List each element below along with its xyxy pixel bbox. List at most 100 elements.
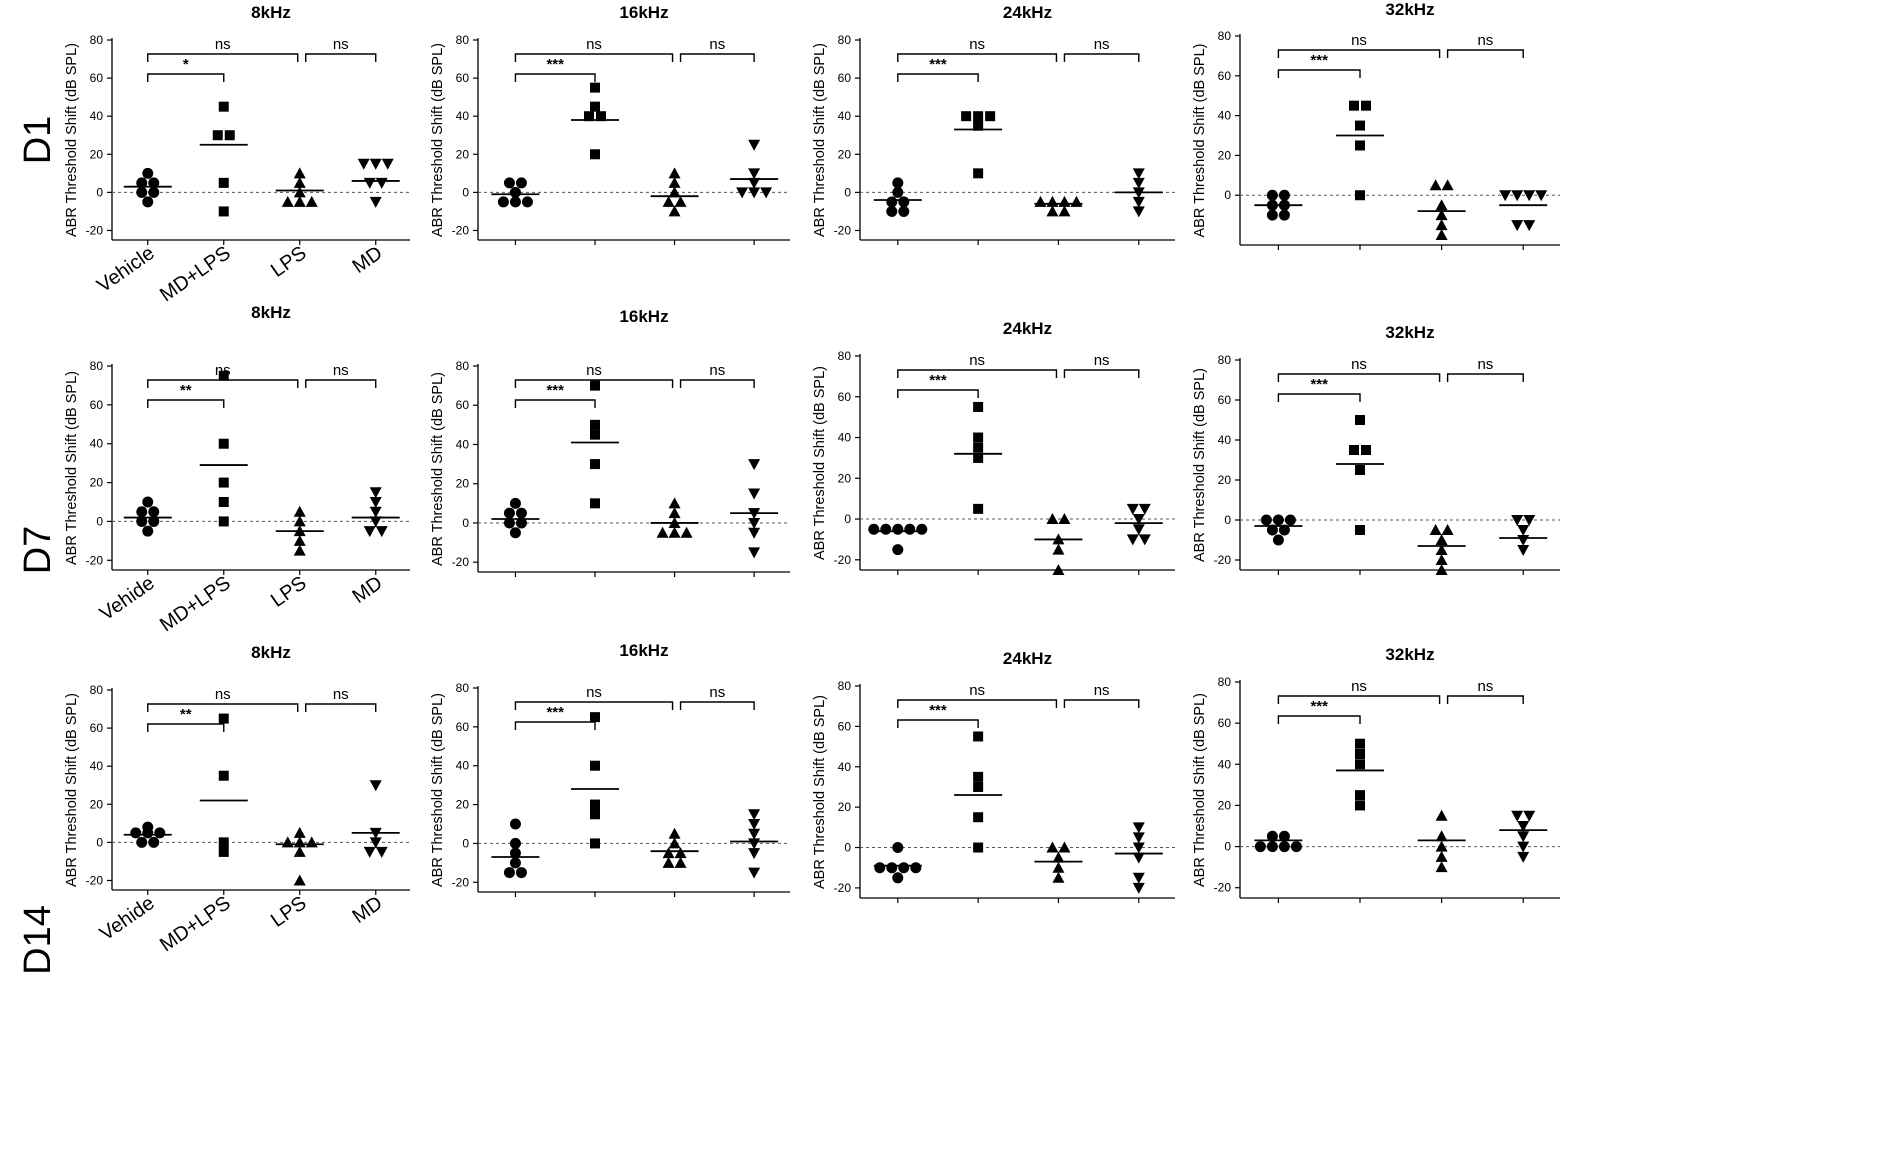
data-point xyxy=(1429,524,1442,535)
significance-label: ns xyxy=(215,362,231,379)
data-point xyxy=(369,837,382,849)
panel-d7-8khz: 8kHz -20 0 20 40 60 80 ABR Threshold Shift (dB … xyxy=(64,303,410,636)
data-point xyxy=(1126,534,1139,546)
panel-d7-32khz: 32kHz -20 0 20 40 60 80 ABR Threshold Shift (dB… xyxy=(1192,323,1560,575)
data-point xyxy=(375,177,388,189)
y-tick-label: -20 xyxy=(1214,553,1232,567)
series-md+lps xyxy=(1336,738,1384,811)
data-point xyxy=(916,523,928,535)
data-point xyxy=(293,176,306,188)
significance-bracket xyxy=(1063,53,1140,62)
data-point xyxy=(509,497,521,509)
y-tick-label: -20 xyxy=(834,223,852,237)
data-point xyxy=(1517,841,1530,853)
series-md xyxy=(730,139,779,199)
data-point xyxy=(898,205,910,217)
panel-title: 16kHz xyxy=(619,641,668,660)
panel-d1-16khz: 16kHz -20 0 20 40 60 80 ABR Threshold Shift (dB… xyxy=(430,3,790,245)
x-category-label: LPS xyxy=(267,572,311,612)
data-point xyxy=(973,731,984,742)
y-tick-label: 20 xyxy=(90,797,104,811)
panel-d1-32khz: 32kHz 0 20 40 60 80 ABR Threshold Shift (dB SP… xyxy=(1192,0,1560,250)
y-tick-label: 80 xyxy=(456,33,470,47)
panel-title: 16kHz xyxy=(619,307,668,326)
significance-bracket xyxy=(305,53,377,62)
y-tick-label: 80 xyxy=(838,679,852,693)
significance-bracket xyxy=(679,701,755,710)
panel-d14-8khz: 8kHz -20 0 20 40 60 80 ABR Threshold Shift (dB … xyxy=(64,643,410,956)
y-tick-label: 0 xyxy=(844,841,851,855)
data-point xyxy=(281,195,294,207)
data-point xyxy=(1535,190,1548,202)
data-point xyxy=(148,515,160,527)
significance-bracket xyxy=(897,719,979,728)
data-point xyxy=(1132,832,1145,844)
data-point xyxy=(1284,514,1296,526)
data-point xyxy=(973,168,984,179)
series-md xyxy=(1114,503,1163,546)
significance-label: *** xyxy=(1310,376,1328,393)
y-tick-label: 80 xyxy=(456,359,470,373)
series-md xyxy=(1114,822,1163,894)
data-point xyxy=(656,526,669,538)
data-point xyxy=(218,516,229,527)
data-point xyxy=(1132,196,1145,208)
significance-label: *** xyxy=(1310,698,1328,715)
series-md xyxy=(1114,168,1163,218)
y-tick-label: 40 xyxy=(456,759,470,773)
data-point xyxy=(375,526,388,538)
data-point xyxy=(1058,195,1071,207)
panel-d7-24khz: 24kHz -20 0 20 40 60 80 ABR Threshold Shift (dB… xyxy=(812,319,1175,575)
data-point xyxy=(1046,841,1059,853)
significance-label: ns xyxy=(586,684,602,701)
significance-bracket xyxy=(147,399,225,408)
significance-label: ns xyxy=(1094,36,1110,53)
data-point xyxy=(509,837,521,849)
data-point xyxy=(1435,554,1448,565)
significance-bracket xyxy=(514,721,596,730)
data-point xyxy=(218,846,229,857)
significance-label: ns xyxy=(969,352,985,369)
significance-bracket xyxy=(897,369,1058,378)
series-md+lps xyxy=(571,380,619,509)
data-point xyxy=(736,187,749,199)
series-md xyxy=(1499,810,1548,863)
data-point xyxy=(305,195,318,207)
significance-bracket xyxy=(147,53,299,62)
data-point xyxy=(1052,543,1065,555)
data-point xyxy=(1132,872,1145,884)
y-tick-label: 80 xyxy=(1218,29,1232,43)
y-tick-label: 60 xyxy=(90,398,104,412)
data-point xyxy=(509,527,521,539)
data-point xyxy=(590,380,600,391)
data-point xyxy=(662,847,675,859)
data-point xyxy=(515,867,527,879)
data-point xyxy=(148,506,160,518)
y-tick-label: -20 xyxy=(86,553,104,567)
series-lps xyxy=(1417,809,1466,873)
data-point xyxy=(509,857,521,869)
data-point xyxy=(218,837,229,848)
data-point xyxy=(1523,190,1536,202)
data-point xyxy=(1132,206,1145,218)
data-point xyxy=(760,187,773,199)
data-point xyxy=(748,547,761,559)
data-point xyxy=(218,770,229,781)
y-tick-label: 60 xyxy=(90,71,104,85)
series-md xyxy=(351,158,400,208)
y-tick-label: -20 xyxy=(452,875,470,889)
data-point xyxy=(668,205,681,217)
data-point xyxy=(281,836,294,848)
data-point xyxy=(748,187,761,199)
significance-label: ns xyxy=(586,362,602,379)
data-point xyxy=(674,195,687,207)
data-point xyxy=(1523,220,1536,232)
data-point xyxy=(363,846,376,858)
y-tick-label: 20 xyxy=(838,471,852,485)
significance-label: ns xyxy=(1094,682,1110,699)
data-point xyxy=(1361,100,1371,111)
significance-bracket xyxy=(897,53,1058,62)
x-category-label: Vehide xyxy=(96,892,159,945)
data-point xyxy=(1355,465,1365,475)
series-lps xyxy=(650,497,699,538)
